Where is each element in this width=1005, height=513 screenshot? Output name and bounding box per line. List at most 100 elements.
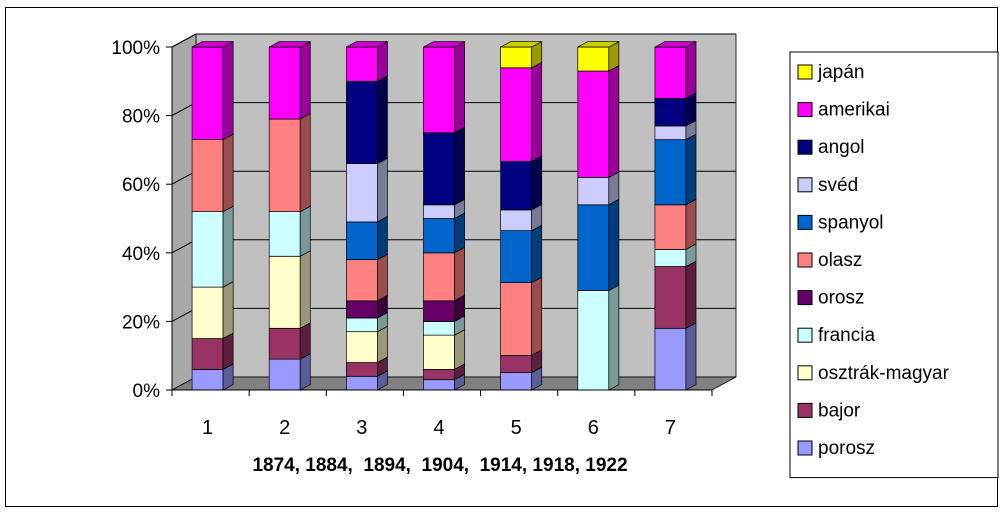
bar-front-face (346, 375, 378, 391)
bar-segment (346, 40, 388, 82)
bar-side-face (299, 322, 311, 360)
bar-segment (346, 215, 388, 261)
legend-label: svéd (818, 175, 858, 196)
bar-side-face (222, 205, 234, 288)
bar-front-face (500, 230, 532, 283)
legend-item: spanyol (797, 212, 884, 233)
bar-side-face (608, 284, 620, 391)
bar-side-face (299, 112, 311, 213)
bar-side-face (377, 253, 388, 302)
bar-front-face (423, 218, 455, 254)
bar-front-face (654, 327, 687, 391)
legend-item: osztrák-magyar (797, 363, 950, 384)
legend-item: angol (797, 137, 865, 158)
bar-top-face (500, 41, 542, 48)
bar-side-face (531, 155, 543, 211)
bar-front-face (423, 132, 455, 206)
bar-side-face (685, 260, 697, 329)
bar-front-face (654, 98, 687, 127)
bar-front-face (346, 163, 378, 223)
bar-side-face (377, 40, 388, 82)
legend-label: spanyol (818, 212, 884, 233)
bar-front-face (654, 204, 687, 250)
bar-front-face (654, 249, 687, 267)
bar-front-face (346, 300, 378, 319)
bar-side-face (685, 322, 697, 391)
bar-segment (191, 281, 234, 340)
bar-front-face (423, 379, 455, 391)
x-tick-label: 4 (433, 417, 444, 439)
x-tick-label: 5 (511, 417, 522, 439)
bar-segment (268, 250, 311, 329)
bar-segment (268, 205, 311, 257)
bar-front-face (577, 70, 610, 178)
bar-segment (577, 284, 620, 391)
y-tick-label: 60% (122, 175, 160, 196)
legend-item: francia (797, 325, 875, 346)
legend-swatch (797, 402, 813, 418)
legend-swatch (797, 102, 813, 118)
legend-swatch (797, 252, 813, 268)
bar-top-face (423, 41, 465, 48)
bar-side-face (531, 276, 543, 356)
bar-front-face (500, 282, 532, 356)
x-tick-label: 7 (665, 417, 676, 439)
legend-label: francia (818, 325, 875, 346)
bar-front-face (346, 46, 378, 82)
bar-front-face (577, 46, 610, 72)
y-tick-label: 0% (133, 381, 161, 402)
legend-swatch (797, 214, 813, 230)
bar-top-face (654, 41, 697, 48)
legend-label: amerikai (818, 100, 890, 121)
legend-item: japán (797, 62, 865, 83)
bar-front-face (423, 252, 455, 302)
legend-label: osztrák-magyar (818, 363, 950, 384)
legend-item: porosz (797, 438, 875, 459)
bar-segment (577, 64, 620, 178)
bar-front-face (191, 369, 224, 391)
bar-side-face (608, 198, 620, 292)
legend-swatch (797, 64, 813, 80)
bar-front-face (346, 259, 378, 302)
bar-side-face (377, 75, 388, 165)
bar-top-face (577, 41, 620, 48)
bar-side-face (608, 64, 620, 178)
bar-segment (654, 322, 697, 391)
bar-segment (423, 40, 465, 134)
y-tick-label: 80% (122, 107, 160, 128)
bar-segment (191, 205, 234, 288)
bar-side-face (222, 133, 234, 213)
bar-front-face (346, 331, 378, 363)
bar-side-face (454, 126, 465, 206)
bar-front-face (654, 139, 687, 206)
legend-swatch (797, 327, 813, 343)
legend-item: orosz (797, 288, 864, 309)
bar-front-face (423, 204, 455, 219)
bar-segment (268, 112, 311, 213)
legend-label: olasz (818, 250, 862, 271)
bar-side-face (685, 198, 697, 250)
bar-segment (654, 40, 697, 100)
x-tick-label: 3 (356, 417, 367, 439)
bar-side-face (454, 40, 465, 134)
bar-front-face (423, 46, 455, 134)
bar-segment (577, 40, 620, 72)
legend-item: svéd (797, 175, 858, 196)
bar-front-face (577, 290, 610, 391)
legend-swatch (797, 290, 813, 306)
bar-front-face (191, 211, 224, 288)
bar-segment (346, 157, 388, 223)
bar-side-face (299, 353, 311, 391)
gridline (171, 33, 197, 48)
legend-swatch (797, 139, 813, 155)
bar-front-face (268, 255, 301, 329)
y-tick-label: 20% (122, 312, 160, 333)
bar-front-face (268, 358, 301, 391)
legend-label: angol (818, 137, 865, 158)
bar-front-face (500, 46, 532, 69)
bar-front-face (268, 327, 301, 360)
bar-segment (500, 224, 543, 284)
bar-front-face (423, 369, 455, 381)
bar-front-face (191, 139, 224, 212)
